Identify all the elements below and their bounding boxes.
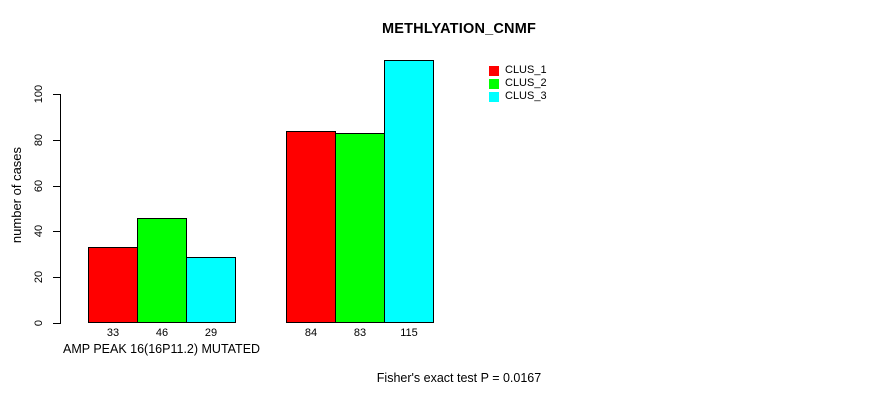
- bar-value-label: 84: [304, 327, 318, 339]
- bar-value-label: 115: [400, 327, 418, 339]
- legend-label: CLUS_2: [505, 77, 547, 89]
- fisher-test-annotation: Fisher's exact test P = 0.0167: [376, 371, 542, 385]
- legend-item-clus_2: CLUS_2: [489, 77, 547, 90]
- bar-clus_2-group1: [137, 217, 187, 323]
- y-axis-line: [60, 94, 61, 324]
- bar-value-label: 46: [155, 327, 169, 339]
- y-axis-tick: [53, 277, 61, 279]
- bar-clus_3-group1: [186, 256, 236, 323]
- y-axis-tick-label: 100: [33, 84, 45, 104]
- y-axis-tick-label: 80: [33, 133, 45, 146]
- legend: CLUS_1 CLUS_2 CLUS_3: [489, 64, 547, 103]
- y-axis-tick: [53, 231, 61, 233]
- bar-value-label: 29: [204, 327, 218, 339]
- y-axis-tick-label: 20: [33, 271, 45, 284]
- x-axis-label: AMP PEAK 16(16P11.2) MUTATED: [63, 342, 261, 356]
- y-axis-tick-label: 40: [33, 225, 45, 238]
- bar-clus_3-group2: [384, 59, 434, 323]
- bar-clus_1-group1: [88, 247, 138, 323]
- legend-swatch-icon: [489, 91, 499, 102]
- y-axis-tick-label: 0: [33, 319, 45, 327]
- bar-clus_2-group2: [335, 132, 385, 323]
- legend-swatch-icon: [489, 78, 499, 89]
- legend-label: CLUS_1: [505, 64, 547, 76]
- chart-title: METHLYATION_CNMF: [381, 21, 537, 37]
- legend-item-clus_1: CLUS_1: [489, 64, 547, 77]
- legend-label: CLUS_3: [505, 90, 547, 102]
- y-axis-tick-label: 60: [33, 179, 45, 192]
- y-axis-tick: [53, 139, 61, 141]
- bar-value-label: 83: [353, 327, 367, 339]
- y-axis-label: number of cases: [9, 146, 24, 244]
- legend-item-clus_3: CLUS_3: [489, 90, 547, 103]
- y-axis-tick: [53, 185, 61, 187]
- bar-value-label: 33: [106, 327, 120, 339]
- legend-swatch-icon: [489, 65, 499, 76]
- bar-clus_1-group2: [286, 130, 336, 323]
- y-axis-tick: [53, 323, 61, 324]
- y-axis-tick: [53, 94, 61, 95]
